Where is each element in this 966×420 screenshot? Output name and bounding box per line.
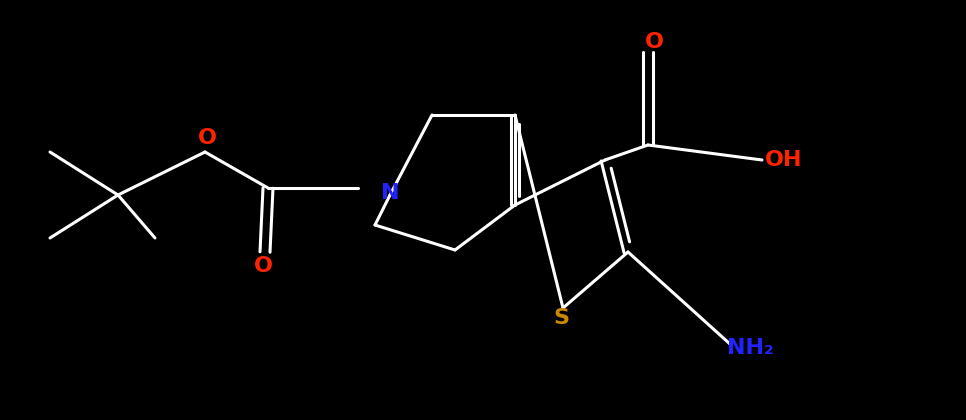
Text: S: S [553, 308, 569, 328]
Text: NH₂: NH₂ [726, 338, 774, 358]
Text: N: N [381, 183, 399, 203]
Text: OH: OH [765, 150, 803, 170]
Text: O: O [644, 32, 664, 52]
Text: O: O [197, 128, 216, 148]
Text: O: O [253, 256, 272, 276]
